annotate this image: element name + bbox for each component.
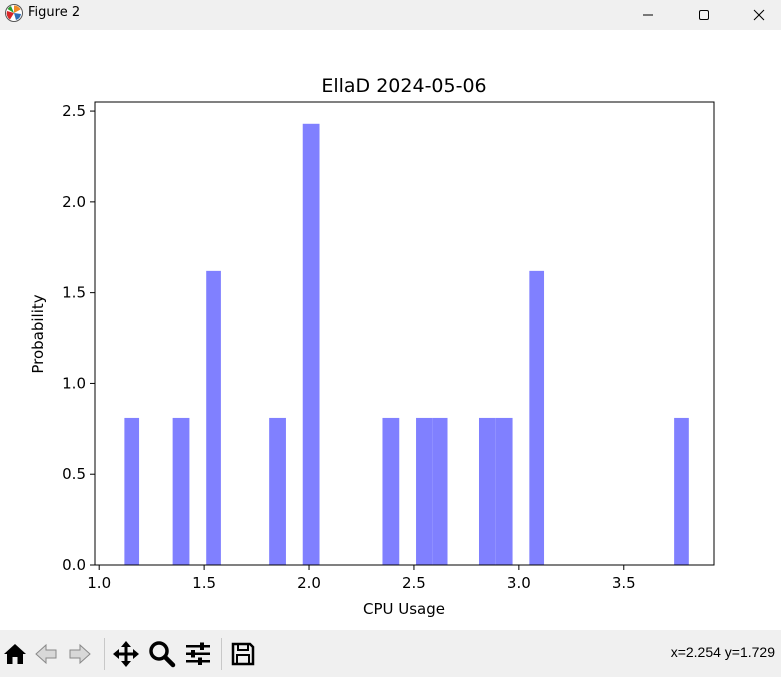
back-arrow-icon: [35, 643, 57, 665]
histogram-bar: [172, 417, 190, 565]
back-button[interactable]: [31, 639, 61, 669]
axes-frame: [94, 101, 715, 566]
zoom-icon: [149, 641, 176, 668]
pan-button[interactable]: [111, 639, 141, 669]
histogram-chart: EllaD 2024-05-06 1.0 1.5 2.0 2.5 3.0 3.5 0.00…: [29, 75, 715, 618]
toolbar-separator: [221, 638, 222, 670]
home-button[interactable]: [0, 639, 30, 669]
minimize-button[interactable]: [625, 0, 671, 30]
navigation-toolbar: x=2.254 y=1.729: [0, 630, 781, 677]
chart-title: EllaD 2024-05-06: [321, 75, 486, 97]
minimize-icon: [643, 14, 653, 16]
y-tick-label: 1.0: [62, 374, 86, 392]
histogram-bar: [529, 270, 545, 565]
figure-canvas[interactable]: EllaD 2024-05-06 1.0 1.5 2.0 2.5 3.0 3.5 0.0 0…: [0, 30, 781, 630]
histogram-bar: [206, 270, 221, 565]
window-title: Figure 2: [28, 5, 81, 20]
configure-subplots-button[interactable]: [183, 639, 213, 669]
bars-group: [124, 123, 689, 565]
toolbar-separator: [104, 638, 105, 670]
x-tick-label: 2.5: [402, 574, 426, 592]
histogram-bar: [674, 417, 689, 565]
y-tick-label: 2.5: [62, 102, 86, 120]
pan-icon: [113, 641, 139, 667]
zoom-button[interactable]: [147, 639, 177, 669]
title-bar: Figure 2: [0, 0, 781, 30]
x-tick-label: 3.0: [507, 574, 531, 592]
histogram-bar: [495, 417, 513, 565]
x-axis: 1.0 1.5 2.0 2.5 3.0 3.5: [87, 565, 636, 592]
histogram-bar: [302, 123, 320, 565]
configure-subplots-icon: [186, 642, 210, 665]
histogram-bar: [382, 417, 400, 565]
x-tick-label: 1.0: [87, 574, 111, 592]
y-tick-label: 1.5: [62, 284, 86, 302]
close-button[interactable]: [736, 0, 781, 30]
home-icon: [4, 644, 26, 664]
matplotlib-icon: [5, 4, 23, 22]
histogram-bar: [432, 417, 448, 565]
save-button[interactable]: [228, 639, 258, 669]
save-icon: [231, 642, 255, 666]
x-tick-label: 1.5: [192, 574, 216, 592]
x-tick-label: 2.0: [297, 574, 321, 592]
y-axis: 0.0 0.5 1.0 1.5 2.0 2.5: [62, 102, 95, 574]
y-tick-label: 2.0: [62, 193, 86, 211]
x-axis-label: CPU Usage: [363, 600, 445, 618]
histogram-bar: [124, 417, 140, 565]
y-tick-label: 0.5: [62, 465, 86, 483]
forward-button[interactable]: [65, 639, 95, 669]
maximize-icon: [699, 10, 709, 20]
histogram-bar: [478, 417, 496, 565]
x-tick-label: 3.5: [612, 574, 636, 592]
histogram-bar: [269, 417, 286, 565]
close-icon: [753, 9, 765, 21]
y-axis-label: Probability: [29, 294, 47, 373]
y-tick-label: 0.0: [62, 556, 86, 574]
cursor-coordinates: x=2.254 y=1.729: [670, 644, 775, 660]
maximize-button[interactable]: [681, 0, 727, 30]
histogram-bar: [416, 417, 433, 565]
forward-arrow-icon: [69, 643, 91, 665]
